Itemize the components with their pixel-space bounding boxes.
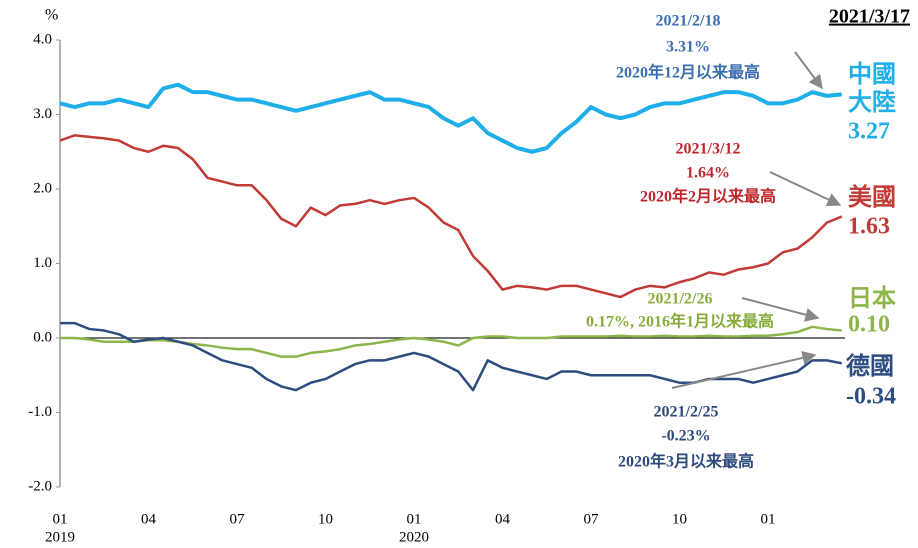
series-name: 日本 [848,283,896,312]
x-tick-label: 07 [584,511,600,527]
annotation-text: 3.31% [666,39,710,56]
annotation-text: 2021/2/26 [648,291,713,308]
annotation-text: 1.64% [686,165,730,182]
series-line [59,82,842,154]
y-tick-label: -1.0 [28,404,52,420]
series-line [59,134,843,299]
y-tick-label: -2.0 [28,478,52,494]
annotation-text: 2020年2月以来最高 [640,187,776,206]
x-year-label: 2020 [399,529,429,545]
annotation-text: 0.17%, 2016年1月以来最高 [586,312,774,331]
y-tick-label: 2.0 [33,180,52,196]
y-tick-label: 1.0 [33,255,52,271]
y-tick-label: 3.0 [33,106,52,122]
annotation-text: 2021/2/18 [656,13,721,30]
series-line [60,321,842,392]
x-year-label: 2019 [45,529,75,545]
y-tick-label: 4.0 [33,31,52,47]
y-tick-label: 0.0 [33,329,52,345]
annotation-text: 2021/3/12 [676,141,741,158]
end-value-label: 1.63 [848,214,890,240]
series-name: 美國 [848,182,896,211]
annotation-arrow [671,351,817,389]
x-tick-label: 10 [672,511,687,527]
end-value-label: -0.34 [846,384,896,410]
x-tick-label: 07 [230,511,246,527]
x-tick-label: 01 [53,511,68,527]
series-name: 中國大陸 [848,59,896,116]
y-unit: % [45,7,58,24]
annotation-text: 2020年12月以来最高 [616,63,760,82]
annotation-arrow [741,297,820,322]
end-value-label: 3.27 [848,119,890,145]
annotation-text: 2020年3月以来最高 [618,452,754,471]
annotation-arrow [794,51,823,90]
annotation-arrow [769,171,842,206]
x-tick-label: 04 [495,511,511,527]
series-name: 德國 [846,351,894,380]
annotation-text: 2021/2/25 [654,404,719,421]
x-tick-label: 01 [761,511,776,527]
date-label: 2021/3/17 [829,6,910,28]
x-tick-label: 10 [318,511,333,527]
end-value-label: 0.10 [848,312,890,338]
x-tick-label: 04 [141,511,157,527]
annotation-text: -0.23% [661,428,710,445]
x-tick-label: 01 [407,511,422,527]
